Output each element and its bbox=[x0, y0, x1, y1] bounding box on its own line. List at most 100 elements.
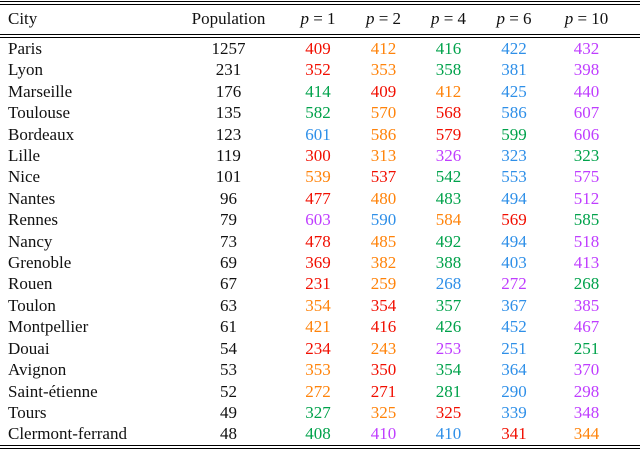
city-cell: Lyon bbox=[8, 60, 43, 80]
table-row: Nice 101 539 537 542 553 575 bbox=[0, 166, 640, 187]
value-cell: 271 bbox=[370, 381, 397, 401]
value-cell: 268 bbox=[435, 274, 462, 294]
city-cell: Rennes bbox=[8, 210, 59, 230]
value-cell: 480 bbox=[370, 188, 397, 208]
value-cell: 325 bbox=[435, 402, 462, 422]
value-cell: 410 bbox=[351, 423, 416, 449]
column-header: p = 1 bbox=[285, 1, 351, 38]
value-cell: 440 bbox=[573, 81, 600, 101]
column-header: p = 6 bbox=[481, 1, 547, 38]
value-cell: 326 bbox=[435, 146, 462, 166]
value-cell: 426 bbox=[435, 317, 462, 337]
value-cell: 364 bbox=[501, 360, 527, 380]
table-row: Saint-étienne 52 272 271 281 290 298 bbox=[0, 381, 640, 402]
value-cell: 251 bbox=[573, 338, 600, 358]
population-cell: 48 bbox=[172, 423, 285, 449]
table-row: Douai 54 234 243 253 251 251 bbox=[0, 338, 640, 359]
city-cell: Saint-étienne bbox=[8, 381, 98, 401]
math-symbol: p bbox=[430, 9, 440, 28]
city-cell: Rouen bbox=[8, 274, 53, 294]
value-cell: 582 bbox=[305, 103, 331, 123]
column-header: p = 10 bbox=[547, 1, 640, 38]
table-row: Montpellier 61 421 416 426 452 467 bbox=[0, 316, 640, 337]
population-cell: 67 bbox=[220, 274, 237, 294]
city-cell: Bordeaux bbox=[8, 124, 75, 144]
population-cell: 231 bbox=[215, 60, 242, 80]
population-cell: 73 bbox=[220, 231, 237, 251]
city-cell: Nice bbox=[8, 167, 41, 187]
table-row: Tours 49 327 325 325 339 348 bbox=[0, 402, 640, 423]
value-cell: 452 bbox=[501, 317, 527, 337]
value-cell: 586 bbox=[370, 124, 397, 144]
value-cell: 570 bbox=[370, 103, 397, 123]
value-cell: 584 bbox=[435, 210, 462, 230]
city-cell: Grenoble bbox=[8, 253, 72, 273]
value-cell: 243 bbox=[370, 338, 397, 358]
table-row: Lyon 231 352 353 358 381 398 bbox=[0, 59, 640, 80]
table-row: Clermont-ferrand 48 408 410 410 341 344 bbox=[0, 423, 640, 449]
value-cell: 425 bbox=[501, 81, 527, 101]
value-cell: 422 bbox=[501, 39, 527, 58]
value-cell: 494 bbox=[501, 231, 527, 251]
population-cell: 1257 bbox=[211, 39, 246, 58]
population-cell: 54 bbox=[220, 338, 237, 358]
math-symbol: p bbox=[365, 9, 375, 28]
value-cell: 234 bbox=[305, 338, 331, 358]
value-cell: 585 bbox=[573, 210, 600, 230]
value-cell: 325 bbox=[370, 402, 397, 422]
value-cell: 268 bbox=[573, 274, 600, 294]
value-cell: 494 bbox=[501, 188, 527, 208]
population-cell: 61 bbox=[220, 317, 237, 337]
value-cell: 483 bbox=[435, 188, 462, 208]
value-cell: 350 bbox=[370, 360, 397, 380]
value-cell: 369 bbox=[305, 253, 331, 273]
value-cell: 358 bbox=[435, 60, 462, 80]
population-cell: 119 bbox=[216, 146, 241, 166]
value-cell: 537 bbox=[370, 167, 397, 187]
value-cell: 599 bbox=[501, 124, 527, 144]
value-cell: 408 bbox=[285, 423, 351, 449]
column-header: p = 2 bbox=[351, 1, 416, 38]
population-cell: 135 bbox=[215, 103, 242, 123]
value-cell: 313 bbox=[370, 146, 397, 166]
value-cell: 300 bbox=[305, 146, 331, 166]
population-cell: 96 bbox=[220, 188, 237, 208]
value-cell: 403 bbox=[501, 253, 527, 273]
value-cell: 388 bbox=[435, 253, 462, 273]
population-cell: 79 bbox=[220, 210, 237, 230]
table-row: Paris 1257 409 412 416 422 432 bbox=[0, 36, 640, 59]
city-cell: Toulon bbox=[8, 295, 56, 315]
value-cell: 607 bbox=[573, 103, 600, 123]
value-cell: 492 bbox=[435, 231, 462, 251]
table-row: Toulon 63 354 354 357 367 385 bbox=[0, 295, 640, 316]
value-cell: 251 bbox=[501, 338, 527, 358]
population-cell: 101 bbox=[215, 167, 242, 187]
value-cell: 354 bbox=[435, 360, 462, 380]
value-cell: 409 bbox=[370, 81, 397, 101]
value-cell: 412 bbox=[435, 81, 462, 101]
population-cell: 63 bbox=[220, 295, 237, 315]
value-cell: 367 bbox=[501, 295, 527, 315]
value-cell: 410 bbox=[416, 423, 481, 449]
population-cell: 69 bbox=[220, 253, 237, 273]
value-cell: 231 bbox=[305, 274, 331, 294]
value-cell: 259 bbox=[370, 274, 397, 294]
table-row: Lille 119 300 313 326 323 323 bbox=[0, 145, 640, 166]
value-cell: 477 bbox=[305, 188, 331, 208]
value-cell: 542 bbox=[435, 167, 462, 187]
table-row: Rouen 67 231 259 268 272 268 bbox=[0, 273, 640, 294]
column-header: City bbox=[0, 1, 172, 38]
value-cell: 344 bbox=[547, 423, 640, 449]
population-cell: 52 bbox=[220, 381, 237, 401]
value-cell: 339 bbox=[501, 402, 527, 422]
city-cell: Marseille bbox=[8, 81, 73, 101]
city-cell: Clermont-ferrand bbox=[0, 423, 172, 449]
value-cell: 416 bbox=[435, 39, 462, 58]
value-cell: 409 bbox=[305, 39, 331, 58]
value-cell: 341 bbox=[481, 423, 547, 449]
city-cell: Nantes bbox=[8, 188, 56, 208]
value-cell: 281 bbox=[435, 381, 462, 401]
